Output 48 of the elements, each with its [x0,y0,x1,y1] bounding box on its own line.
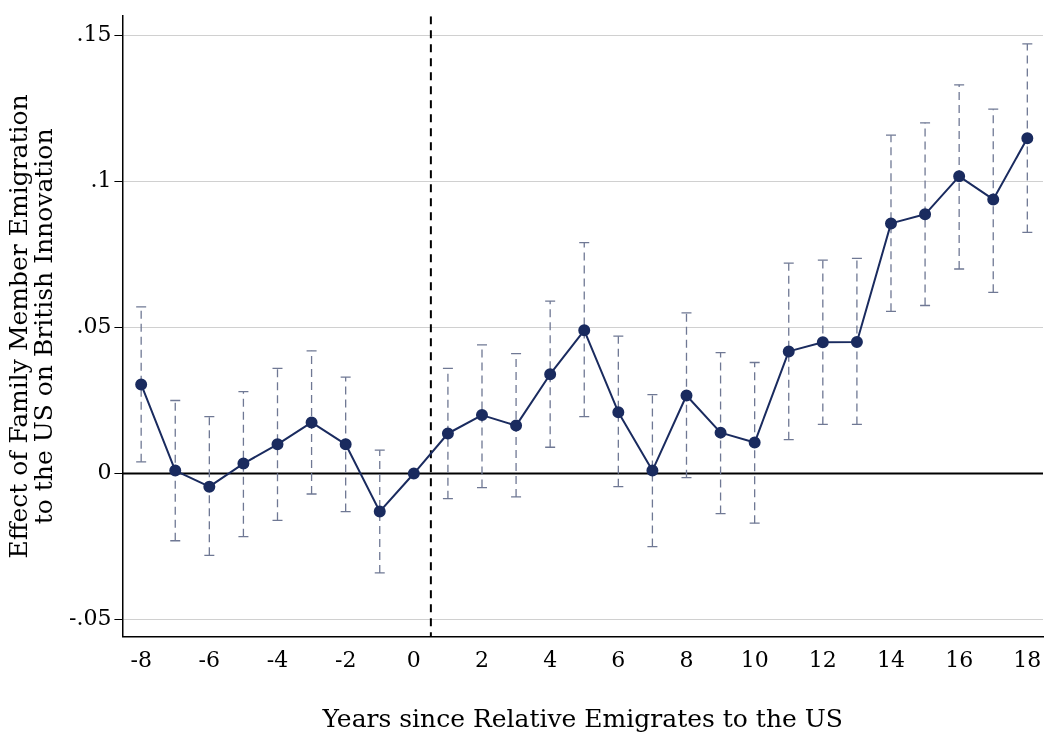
x-tick-label: 18 [1013,646,1042,672]
x-tick-label: -2 [334,646,357,672]
point [714,426,727,439]
y-tick-label: .15 [76,20,112,46]
y-tick-label: .1 [90,167,112,193]
point [884,217,897,230]
x-tick-label: 8 [679,646,694,672]
point [612,406,625,419]
point [237,457,250,470]
y-axis-title: Effect of Family Member Emigration to the US on British Innovation [4,94,58,559]
x-tick-label: 10 [740,646,769,672]
point [135,378,148,391]
point [203,480,216,493]
x-tick-label: 4 [543,646,558,672]
x-tick-label: 6 [611,646,626,672]
y-tick-label: 0 [97,459,112,485]
point [339,438,352,451]
point [407,467,420,480]
point [544,368,557,381]
point [510,419,523,432]
point [782,345,795,358]
x-tick-label: 12 [808,646,837,672]
point [441,427,454,440]
point [305,416,318,429]
point [919,208,932,221]
x-tick-label: -4 [266,646,289,672]
x-tick-label: -6 [198,646,221,672]
x-axis-title: Years since Relative Emigrates to the US [321,703,843,733]
point [748,436,761,449]
point [373,505,386,518]
point [987,193,1000,206]
point [169,464,182,477]
x-tick-label: -8 [130,646,152,672]
point [646,464,659,477]
point [476,409,488,422]
point [271,438,284,451]
point [953,170,966,183]
x-tick-label: 14 [876,646,905,672]
y-tick-label: -.05 [69,605,112,631]
y-tick-label: .05 [76,313,112,339]
point [850,336,863,349]
point [1021,132,1034,145]
point [816,336,829,349]
x-tick-label: 2 [475,646,489,672]
point [578,324,591,337]
x-tick-label: 0 [406,646,421,672]
point [680,389,693,402]
x-tick-label: 16 [945,646,974,672]
